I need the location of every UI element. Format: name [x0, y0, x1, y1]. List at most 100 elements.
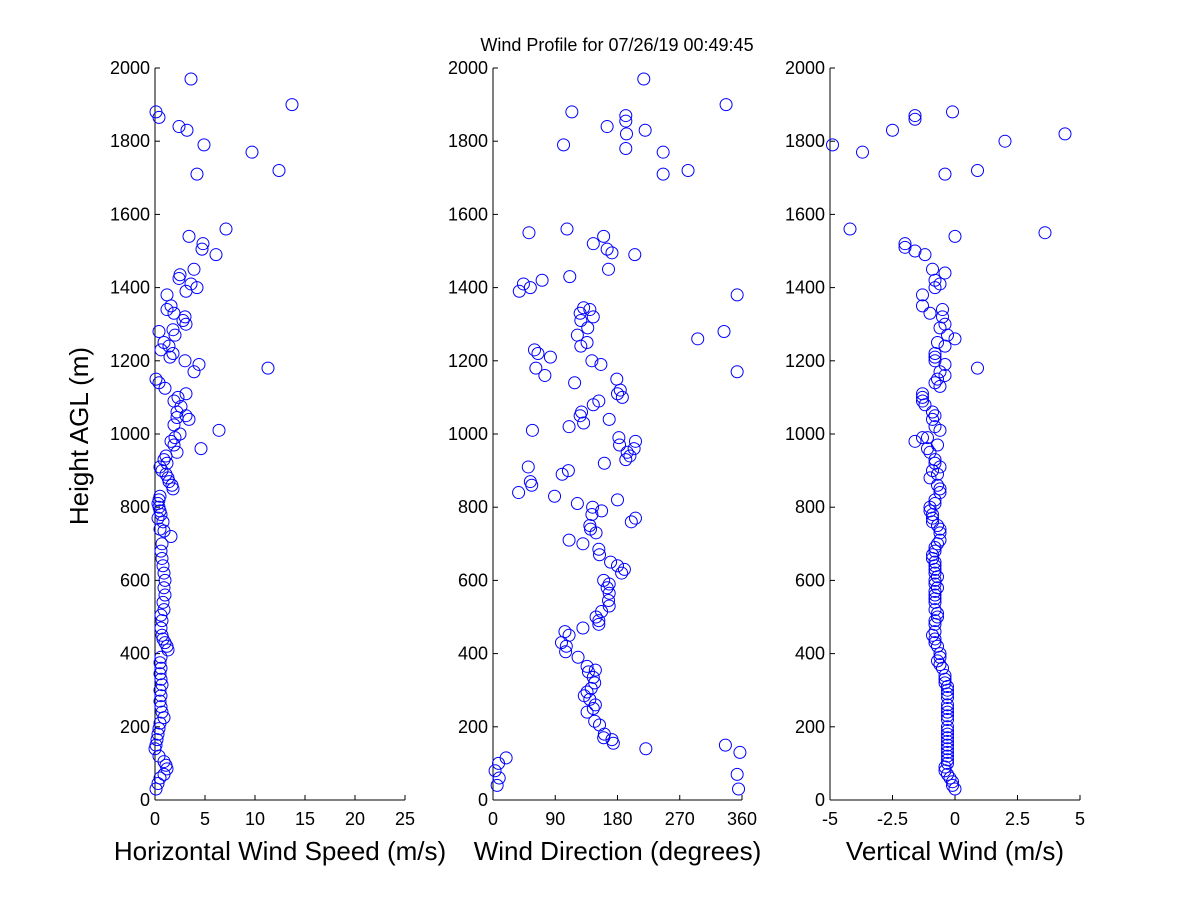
- data-point: [580, 659, 594, 673]
- data-point: [931, 610, 944, 624]
- data-point: [153, 716, 167, 730]
- data-point: [492, 771, 506, 785]
- data-point: [167, 418, 181, 432]
- data-point: [928, 625, 942, 639]
- data-point: [149, 372, 163, 386]
- data-point: [576, 621, 590, 635]
- data-point: [926, 405, 939, 419]
- data-point: [941, 712, 954, 726]
- data-point: [156, 559, 170, 573]
- data-point: [157, 767, 171, 781]
- data-point: [931, 478, 944, 492]
- data-point: [637, 72, 651, 86]
- y-tick-label: 800: [120, 497, 150, 517]
- data-point: [933, 482, 947, 496]
- data-point: [628, 248, 642, 262]
- data-point: [597, 229, 611, 243]
- y-axis-label: Height AGL (m): [64, 347, 94, 525]
- data-point: [921, 431, 934, 445]
- data-point: [928, 493, 942, 507]
- data-point: [592, 614, 606, 628]
- data-point: [941, 709, 954, 723]
- data-point: [933, 460, 947, 474]
- data-point: [158, 636, 172, 650]
- y-tick-label: 2000: [785, 58, 825, 78]
- data-point: [843, 222, 857, 236]
- data-point: [153, 656, 167, 670]
- data-point: [156, 515, 170, 529]
- data-point: [681, 163, 695, 177]
- data-point: [931, 372, 944, 386]
- y-tick-label: 1400: [785, 278, 825, 298]
- data-point: [516, 277, 530, 291]
- data-point: [656, 167, 670, 181]
- x-tick-label: 20: [345, 809, 365, 829]
- data-point: [923, 445, 937, 459]
- data-point: [158, 573, 172, 587]
- data-point: [586, 702, 600, 715]
- data-point: [595, 504, 609, 518]
- data-point: [490, 778, 504, 792]
- data-point: [535, 273, 549, 287]
- data-point: [931, 519, 944, 532]
- data-point: [171, 390, 185, 404]
- data-point: [576, 537, 590, 551]
- figure-title: Wind Profile for 07/26/19 00:49:45: [480, 35, 753, 55]
- data-point: [600, 242, 614, 256]
- data-point: [154, 661, 168, 675]
- data-point: [586, 310, 600, 324]
- data-point: [941, 687, 954, 701]
- data-point: [170, 405, 184, 419]
- data-point: [943, 771, 957, 785]
- data-point: [948, 782, 962, 796]
- data-point: [941, 723, 954, 737]
- data-point: [941, 698, 954, 712]
- data-point: [160, 456, 174, 470]
- data-point: [931, 570, 944, 584]
- data-point: [562, 420, 576, 434]
- data-point: [543, 350, 557, 364]
- data-point: [600, 120, 614, 134]
- y-tick-label: 600: [795, 570, 825, 590]
- data-point: [928, 346, 942, 360]
- data-point: [971, 361, 984, 375]
- data-point: [936, 303, 949, 317]
- data-point: [938, 764, 952, 778]
- data-point: [212, 423, 226, 437]
- data-point: [606, 736, 620, 750]
- data-point: [926, 628, 939, 642]
- data-point: [160, 303, 174, 317]
- data-point: [588, 663, 602, 677]
- data-point: [916, 299, 929, 313]
- data-point: [555, 467, 569, 481]
- data-point: [573, 409, 587, 423]
- y-tick-label: 800: [795, 497, 825, 517]
- data-point: [179, 387, 193, 401]
- data-point: [948, 332, 962, 346]
- data-point: [585, 354, 599, 368]
- data-point: [933, 658, 947, 672]
- data-point: [570, 497, 584, 511]
- data-point: [182, 229, 196, 243]
- data-point: [926, 412, 939, 426]
- data-point: [152, 325, 166, 339]
- data-point: [159, 467, 173, 481]
- data-point: [588, 714, 602, 728]
- data-point: [172, 120, 186, 134]
- data-point: [928, 584, 942, 598]
- x-tick-label: 5: [200, 809, 210, 829]
- data-point: [730, 767, 744, 781]
- data-point: [522, 226, 536, 240]
- data-point: [638, 123, 652, 137]
- data-point: [933, 522, 947, 536]
- data-point: [164, 529, 178, 543]
- y-tick-label: 1600: [110, 204, 150, 224]
- y-tick-label: 1600: [448, 204, 488, 224]
- data-point: [928, 544, 942, 558]
- data-point: [285, 98, 299, 112]
- data-point: [168, 328, 182, 342]
- data-point: [1038, 226, 1052, 240]
